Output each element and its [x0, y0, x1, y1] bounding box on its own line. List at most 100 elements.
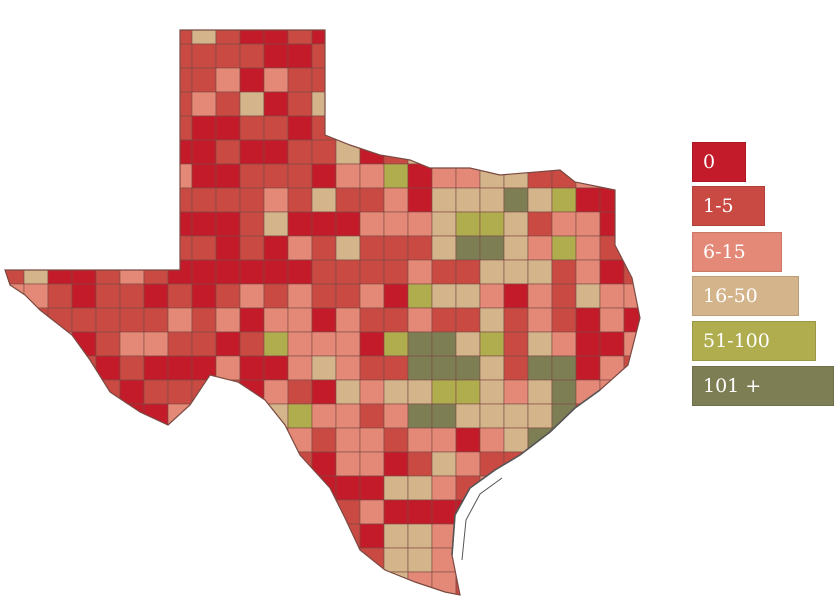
- county-region-650: [143, 571, 169, 595]
- county-region-261: [215, 235, 241, 261]
- county-region-65: [215, 67, 241, 93]
- county-region-38: [239, 43, 265, 69]
- county-region-56: [5, 67, 25, 93]
- county-region-639: [551, 547, 577, 573]
- county-region-599: [263, 523, 289, 549]
- county-region-667: [551, 571, 577, 595]
- county-region-394: [47, 355, 73, 381]
- county-region-395: [71, 355, 97, 381]
- county-region-292: [287, 259, 313, 285]
- county-region-212: [383, 187, 409, 213]
- county-region-150: [239, 139, 265, 165]
- county-region-237: [311, 211, 337, 237]
- county-region-72: [383, 67, 409, 93]
- county-region-500: [575, 427, 601, 453]
- county-region-134: [527, 115, 553, 141]
- county-region-477: [23, 427, 49, 453]
- county-region-480: [95, 427, 121, 453]
- county-region-122: [239, 115, 265, 141]
- county-region-95: [263, 91, 289, 117]
- county-region-451: [71, 403, 97, 429]
- county-region-539: [167, 475, 193, 501]
- county-region-333: [599, 283, 625, 309]
- county-region-74: [431, 67, 457, 93]
- county-region-218: [527, 187, 553, 213]
- county-region-588: [5, 523, 25, 549]
- county-region-628: [287, 547, 313, 573]
- county-region-118: [143, 115, 169, 141]
- county-region-651: [167, 571, 193, 595]
- county-region-144: [95, 139, 121, 165]
- county-region-649: [119, 571, 145, 595]
- county-region-265: [311, 235, 337, 261]
- county-region-167: [648, 140, 660, 164]
- county-region-69: [311, 67, 337, 93]
- county-region-421: [23, 379, 49, 405]
- county-region-326: [431, 283, 457, 309]
- county-region-564: [95, 499, 121, 525]
- county-region-514: [239, 451, 265, 477]
- county-region-239: [359, 211, 385, 237]
- county-region-621: [119, 547, 145, 573]
- county-region-233: [215, 211, 241, 237]
- county-region-424: [95, 379, 121, 405]
- county-region-496: [479, 427, 505, 453]
- county-region-59: [71, 67, 97, 93]
- county-region-44: [383, 43, 409, 69]
- county-region-652: [191, 571, 217, 595]
- county-region-693: [504, 596, 528, 600]
- county-region-281: [23, 259, 49, 285]
- county-region-426: [143, 379, 169, 405]
- county-region-105: [503, 91, 529, 117]
- county-region-163: [551, 139, 577, 165]
- county-region-532: [5, 475, 25, 501]
- county-region-531: [648, 452, 660, 476]
- county-region-103: [455, 91, 481, 117]
- county-region-240: [383, 211, 409, 237]
- county-region-503: [648, 428, 660, 452]
- legend-item-101-plus: 101 +: [692, 366, 834, 406]
- county-region-369: [119, 331, 145, 357]
- county-region-93: [215, 91, 241, 117]
- county-region-442: [527, 379, 553, 405]
- county-region-251: [648, 212, 660, 236]
- county-region-11: [263, 30, 289, 45]
- county-region-278: [623, 235, 640, 261]
- county-region-335: [648, 284, 660, 308]
- county-region-66: [239, 67, 265, 93]
- county-region-574: [335, 499, 361, 525]
- county-region-445: [599, 379, 625, 405]
- county-region-353: [407, 307, 433, 333]
- county-region-298: [431, 259, 457, 285]
- county-region-388: [575, 331, 601, 357]
- county-region-257: [119, 235, 145, 261]
- legend-item-1-5: 1-5: [692, 186, 765, 226]
- county-region-205: [215, 187, 241, 213]
- county-region-260: [191, 235, 217, 261]
- county-region-664: [479, 571, 505, 595]
- county-region-374: [239, 331, 265, 357]
- county-region-646: [47, 571, 73, 595]
- county-region-244: [479, 211, 505, 237]
- county-region-384: [479, 331, 505, 357]
- county-region-505: [23, 451, 49, 477]
- county-region-143: [71, 139, 97, 165]
- county-region-234: [239, 211, 265, 237]
- county-region-21: [503, 30, 529, 45]
- county-region-618: [47, 547, 73, 573]
- county-region-457: [215, 403, 241, 429]
- county-region-684: [288, 596, 312, 600]
- county-region-309: [23, 283, 49, 309]
- county-region-586: [623, 499, 640, 525]
- county-region-610: [527, 523, 553, 549]
- county-region-320: [287, 283, 313, 309]
- county-region-382: [431, 331, 457, 357]
- county-region-645: [23, 571, 49, 595]
- county-region-290: [239, 259, 265, 285]
- county-region-608: [479, 523, 505, 549]
- county-region-121: [215, 115, 241, 141]
- county-region-623: [167, 547, 193, 573]
- county-region-538: [143, 475, 169, 501]
- county-region-602: [335, 523, 361, 549]
- county-region-601: [311, 523, 337, 549]
